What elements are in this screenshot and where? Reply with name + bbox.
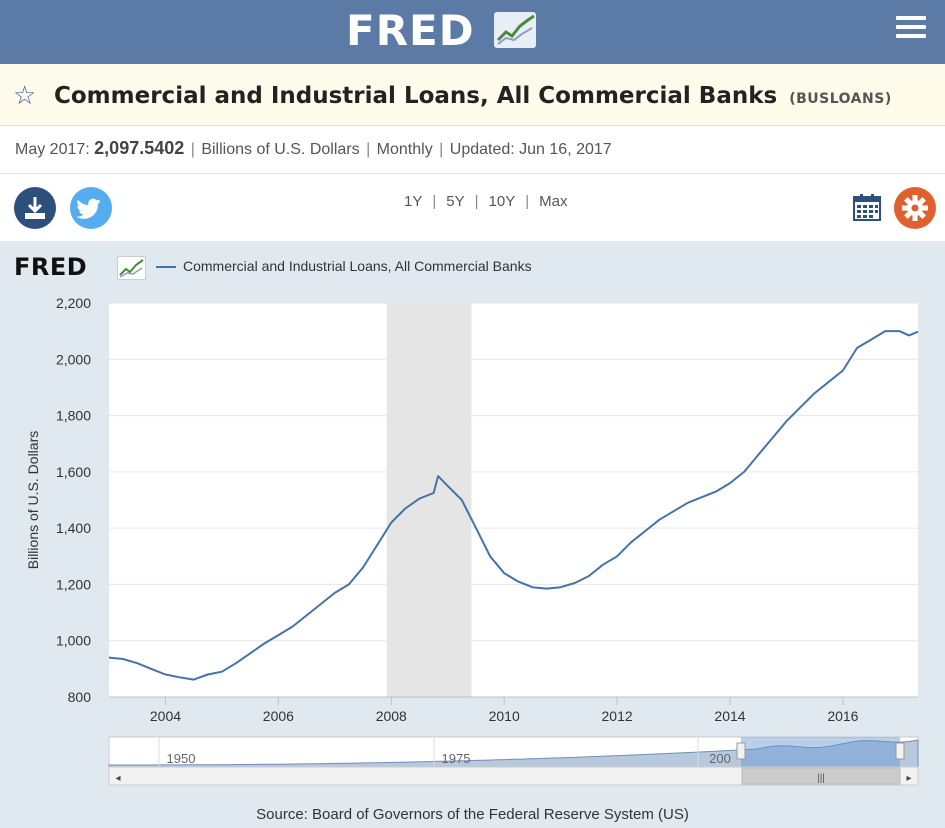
x-tick-label: 2010 (489, 708, 520, 724)
y-tick-label: 1,600 (56, 464, 91, 480)
series-title: Commercial and Industrial Loans, All Com… (54, 83, 892, 109)
navigator-selection (741, 737, 900, 767)
frequency-text: Monthly (376, 141, 433, 158)
gear-icon (902, 195, 928, 221)
navigator-series-area (108, 739, 919, 768)
scrollbar-grip[interactable]: ||| (817, 773, 825, 784)
updated-label: Updated: (449, 141, 515, 158)
x-tick-label: 2012 (602, 708, 633, 724)
series-title-text: Commercial and Industrial Loans, All Com… (54, 83, 778, 109)
site-header: FRED (0, 0, 945, 64)
source-note: Source: Board of Governors of the Federa… (256, 806, 689, 823)
observation-value: 2,097.5402 (94, 138, 185, 158)
chart-logo-icon (117, 256, 146, 280)
hamburger-menu-icon[interactable] (896, 16, 926, 42)
y-tick-label: 2,000 (56, 351, 91, 367)
y-tick-label: 1,400 (56, 520, 91, 536)
date-range-selector: 1Y | 5Y | 10Y | Max (404, 193, 568, 210)
y-tick-label: 2,200 (56, 295, 91, 311)
download-icon (25, 197, 45, 219)
x-tick-label: 2008 (376, 708, 407, 724)
range-10y[interactable]: 10Y (488, 193, 516, 210)
series-id: (BUSLOANS) (789, 91, 892, 107)
observation-date: May 2017: (15, 141, 90, 158)
navigator-year-label: 200 (709, 751, 731, 766)
favorite-star-icon[interactable]: ☆ (13, 80, 37, 110)
range-max[interactable]: Max (539, 193, 568, 210)
series-meta: May 2017: 2,097.5402 | Billions of U.S. … (15, 138, 612, 158)
scrollbar-thumb (741, 767, 901, 785)
navigator-year-label: 1950 (167, 751, 196, 766)
navigator-handle (895, 742, 905, 760)
x-tick-label: 2004 (150, 708, 181, 724)
y-tick-label: 1,800 (56, 408, 91, 424)
series-line (108, 330, 919, 681)
calendar-button[interactable] (853, 193, 881, 221)
fred-logo-chart-icon (494, 12, 536, 48)
range-1y[interactable]: 1Y (404, 193, 423, 210)
recession-band (386, 303, 472, 697)
x-tick-label: 2016 (827, 708, 858, 724)
range-5y[interactable]: 5Y (446, 193, 465, 210)
y-tick-label: 1,200 (56, 576, 91, 592)
x-tick-label: 2006 (263, 708, 294, 724)
scroll-right-arrow-icon[interactable]: ▸ (906, 773, 911, 784)
download-button[interactable] (14, 187, 56, 229)
scrollbar-track (108, 766, 919, 786)
chart-fred-logo: FRED (14, 253, 88, 281)
y-tick-label: 800 (68, 689, 92, 705)
x-tick-label: 2014 (714, 708, 745, 724)
legend-label: Commercial and Industrial Loans, All Com… (183, 258, 532, 274)
plot-area (109, 303, 918, 697)
divider (0, 173, 945, 174)
fred-logo[interactable]: FRED (346, 6, 475, 55)
y-tick-label: 1,000 (56, 633, 91, 649)
units-text: Billions of U.S. Dollars (201, 141, 360, 158)
navigator-year-label: 1975 (442, 751, 471, 766)
scroll-left-arrow-icon[interactable]: ◂ (115, 773, 120, 784)
updated-date: Jun 16, 2017 (519, 141, 612, 158)
calendar-icon (853, 194, 881, 221)
navigator-handle (736, 742, 746, 760)
settings-button[interactable] (894, 187, 936, 229)
series-title-bar: ☆ Commercial and Industrial Loans, All C… (0, 64, 945, 126)
legend-swatch (156, 266, 176, 268)
twitter-share-button[interactable] (70, 187, 112, 229)
twitter-icon (76, 198, 101, 219)
